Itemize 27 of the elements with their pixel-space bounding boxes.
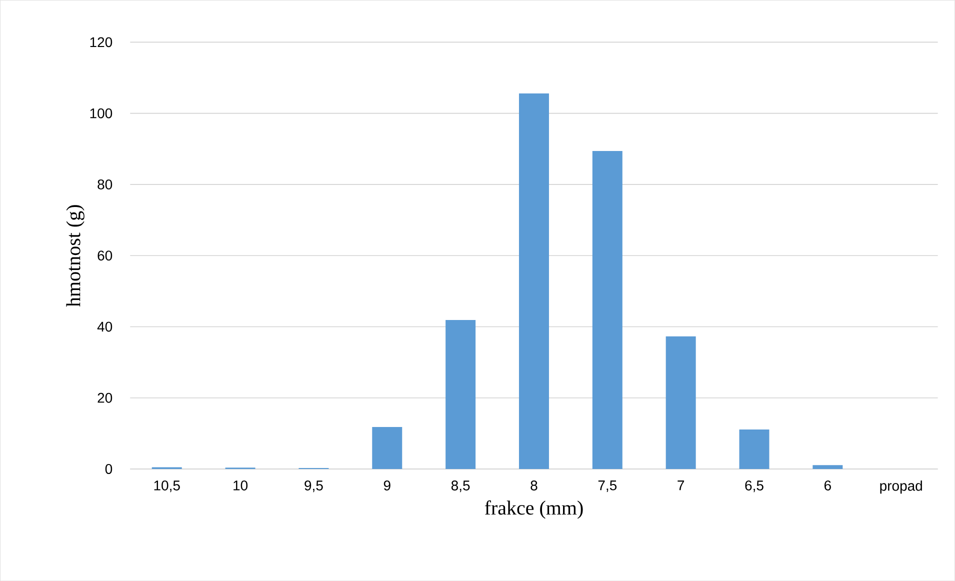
x-tick-label: 7,5 — [598, 480, 617, 492]
y-tick-label: 60 — [98, 250, 112, 260]
y-tick-label: 120 — [90, 37, 112, 48]
bar — [446, 320, 476, 469]
x-tick-label: 9,5 — [304, 480, 323, 492]
x-tick-label: 6,5 — [745, 480, 764, 492]
x-tick-label: 6 — [824, 480, 831, 490]
x-tick-label: propad — [880, 480, 922, 494]
bar — [666, 336, 696, 469]
bar — [372, 426, 402, 469]
x-tick-label: 8,5 — [451, 480, 470, 492]
bar — [518, 93, 549, 469]
bar — [812, 465, 843, 469]
x-tick-label: 10,5 — [154, 480, 180, 492]
bar — [739, 429, 770, 469]
bar — [592, 150, 622, 469]
x-tick-label: 7 — [678, 480, 684, 490]
x-tick-label: 9 — [384, 480, 390, 490]
y-tick-label: 20 — [98, 392, 112, 403]
y-axis-title: hmotnost (g) — [66, 205, 84, 307]
y-tick-label: 40 — [97, 322, 112, 332]
x-tick-label: 8 — [530, 480, 538, 490]
x-tick-label: 10 — [234, 480, 248, 490]
y-tick-label: 0 — [105, 464, 112, 474]
x-axis-title: frakce (mm) — [484, 500, 583, 519]
y-tick-label: 80 — [98, 179, 112, 190]
y-tick-label: 100 — [90, 108, 112, 118]
